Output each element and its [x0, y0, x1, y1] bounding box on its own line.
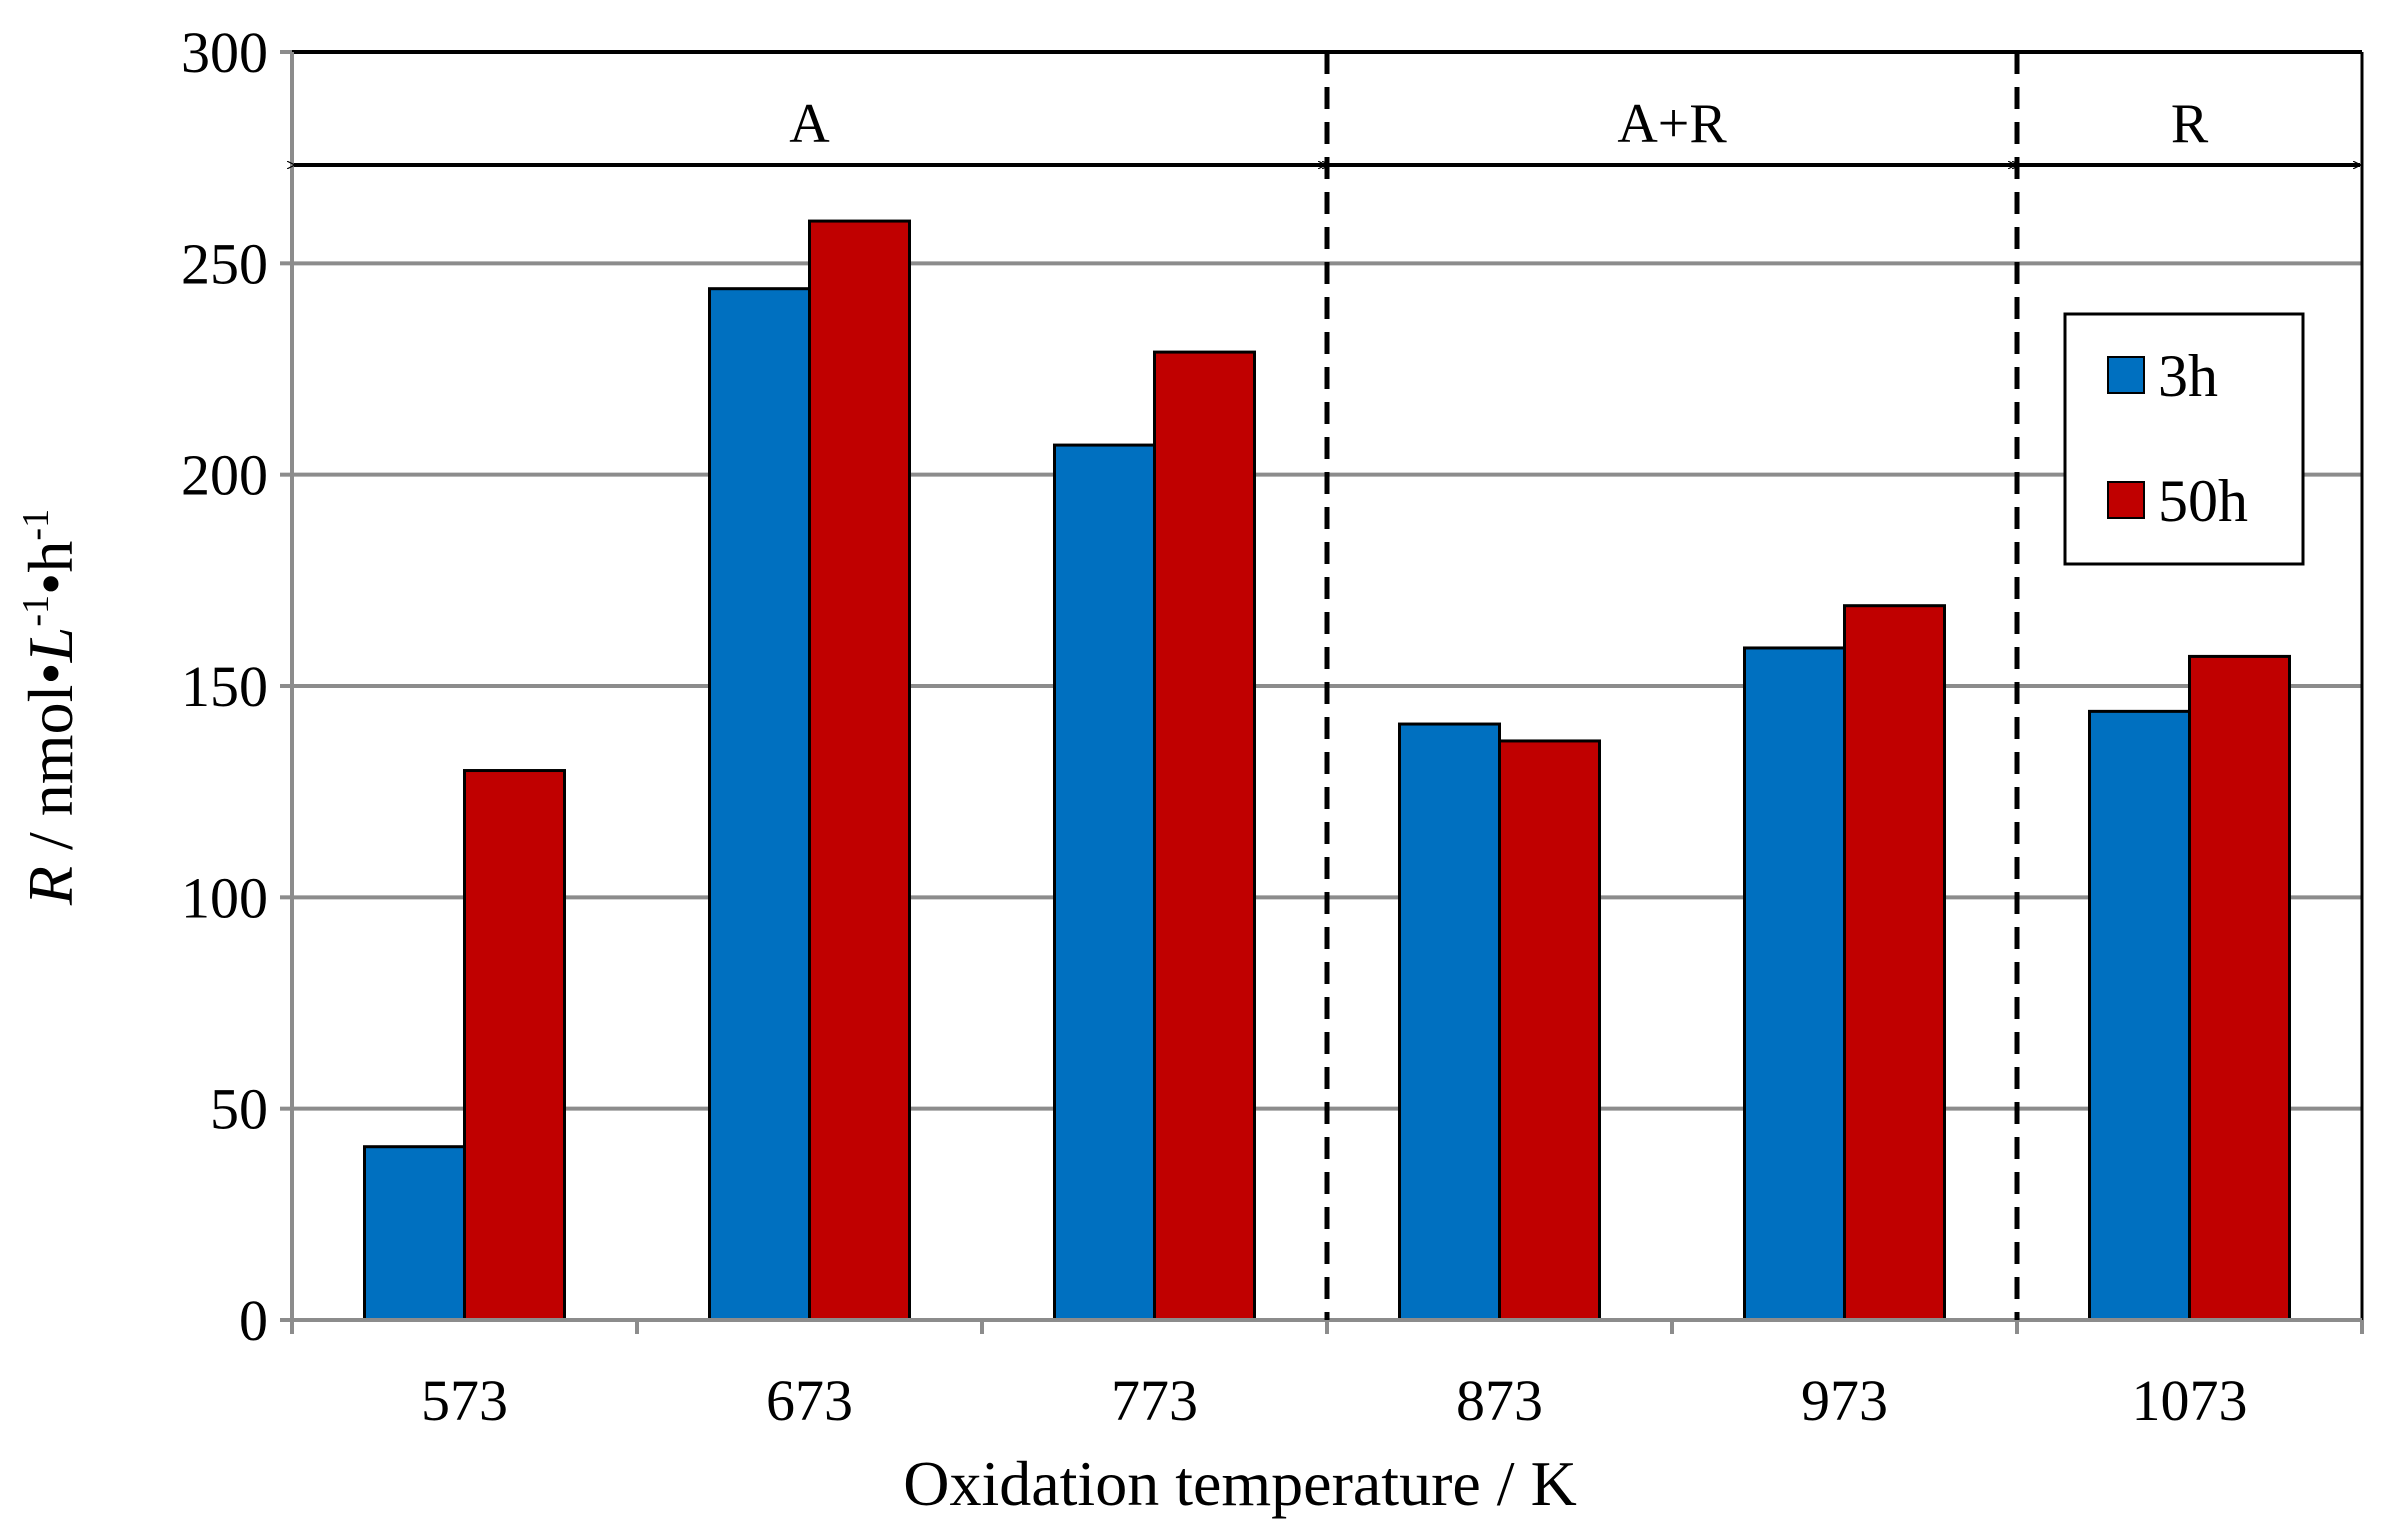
y-axis-dot-2: •	[15, 573, 86, 595]
x-tick-label-573: 573	[421, 1368, 508, 1433]
y-tick-label-300: 300	[181, 20, 268, 85]
x-axis-title: Oxidation temperature / K	[903, 1448, 1577, 1519]
bar-50h-973	[1843, 604, 1946, 1322]
x-tick-label-773: 773	[1111, 1368, 1198, 1433]
legend-swatch-3h	[2107, 356, 2145, 394]
regions: A A+R R	[294, 52, 2360, 1320]
x-tick-label-973: 973	[1801, 1368, 1888, 1433]
y-tick-label-0: 0	[239, 1288, 268, 1353]
bar-50h-773	[1153, 350, 1256, 1322]
bars	[363, 219, 2291, 1322]
bar-50h-873	[1498, 739, 1601, 1322]
region-label-R: R	[2171, 93, 2209, 155]
y-tick-label-50: 50	[210, 1077, 268, 1142]
x-tick-label-873: 873	[1456, 1368, 1543, 1433]
bar-50h-1073	[2188, 654, 2291, 1322]
y-tick-label-250: 250	[181, 231, 268, 296]
y-axis-symbol: R	[15, 866, 86, 906]
bar-50h-573	[463, 769, 566, 1322]
bar-3h-1073	[2088, 709, 2191, 1322]
legend-label-3h: 3h	[2158, 343, 2218, 409]
y-tick-label-150: 150	[181, 654, 268, 719]
region-label-A: A	[789, 93, 830, 155]
bar-3h-873	[1398, 722, 1501, 1322]
y-axis-unit-prefix: / nmol	[15, 685, 86, 866]
bar-3h-773	[1053, 443, 1156, 1322]
legend-swatch-50h	[2107, 481, 2145, 519]
bar-3h-973	[1743, 646, 1846, 1322]
y-axis-unit-L: L	[15, 627, 86, 664]
y-axis-unit-h: h	[15, 541, 86, 573]
y-axis-title: R / nmol•L-1•h-1	[15, 509, 86, 906]
legend: 3h 50h	[2063, 312, 2305, 566]
bar-3h-673	[708, 287, 811, 1322]
legend-label-50h: 50h	[2158, 468, 2248, 534]
x-tick-label-1073: 1073	[2132, 1368, 2248, 1433]
y-tick-label-200: 200	[181, 443, 268, 508]
x-tick-label-673: 673	[766, 1368, 853, 1433]
y-axis-dot-1: •	[15, 662, 86, 684]
region-label-A+R: A+R	[1617, 93, 1727, 155]
bar-3h-573	[363, 1145, 466, 1322]
legend-box	[2063, 312, 2305, 566]
bar-50h-673	[808, 219, 911, 1322]
y-axis-sup-1: -1	[15, 595, 57, 627]
tick-labels: 0 50 100 150 200 250 300 573 673 773 873 973 1073	[181, 20, 2248, 1433]
y-axis-sup-2: -1	[15, 509, 57, 541]
y-tick-label-100: 100	[181, 865, 268, 930]
